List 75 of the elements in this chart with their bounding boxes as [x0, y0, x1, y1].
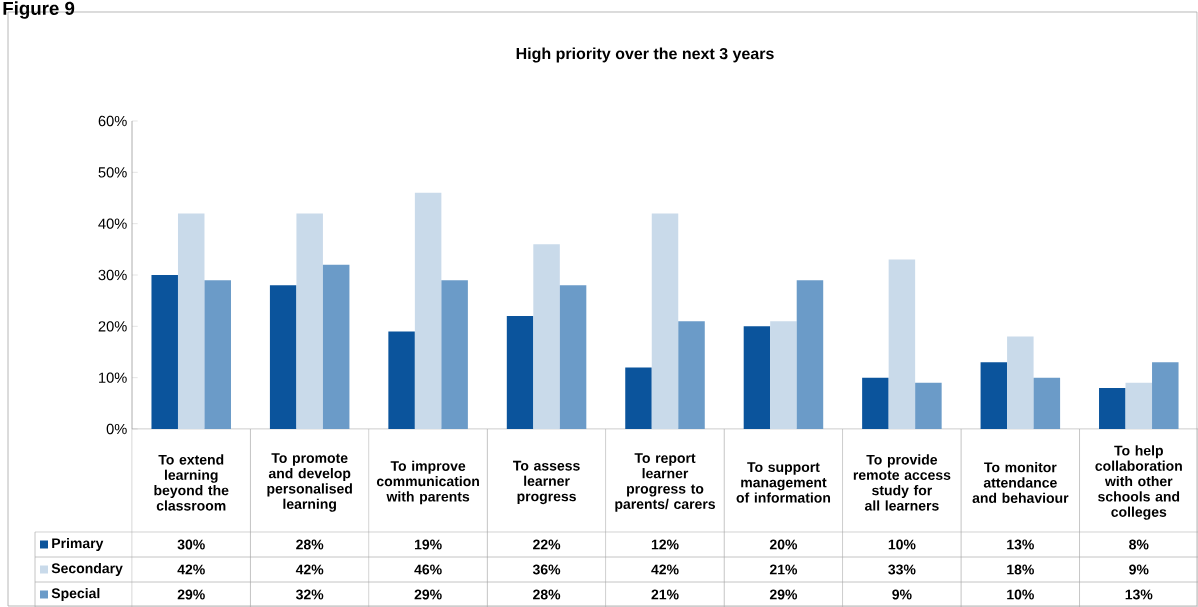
- y-tick-label: 40%: [98, 218, 127, 229]
- data-label: 33%: [888, 564, 916, 575]
- legend-label: Primary: [52, 537, 104, 552]
- bar: [177, 213, 205, 429]
- y-tick-label: 60%: [98, 115, 127, 127]
- bar: [743, 326, 771, 429]
- legend-label: Special: [51, 587, 100, 602]
- bar: [322, 264, 350, 429]
- data-label: 19%: [414, 539, 442, 550]
- x-tick-label: To report learner progress to parents/ carers: [615, 453, 716, 512]
- data-label: 29%: [769, 589, 798, 600]
- bar: [414, 192, 442, 429]
- x-tick-label: To assess learner progress: [513, 460, 580, 505]
- bar: [1007, 336, 1034, 429]
- data-label: 32%: [295, 589, 324, 600]
- x-tick-label: To provide remote access study for all learners: [853, 454, 951, 511]
- bar: [388, 331, 415, 429]
- data-label: 10%: [1007, 589, 1034, 600]
- y-tick-label: 50%: [98, 167, 127, 178]
- bar: [269, 285, 297, 429]
- bar: [204, 280, 231, 429]
- data-label: 10%: [888, 539, 916, 550]
- data-label: 13%: [1007, 539, 1034, 550]
- y-tick-label: 10%: [99, 372, 127, 383]
- data-label: 21%: [651, 589, 679, 600]
- data-label: 13%: [1125, 589, 1153, 600]
- data-label: 29%: [414, 589, 442, 600]
- caption: Figure 9: [3, 1, 75, 19]
- data-label: 30%: [177, 539, 205, 550]
- bar: [1099, 387, 1126, 429]
- x-tick-label: To promote and develop personalised learning: [267, 453, 352, 512]
- bar: [533, 244, 560, 429]
- bar: [651, 213, 679, 429]
- legend-label: Secondary: [51, 562, 123, 577]
- data-label: 46%: [414, 564, 442, 575]
- bar: [151, 275, 178, 429]
- data-label: 22%: [533, 539, 561, 550]
- data-label: 18%: [1007, 564, 1034, 575]
- bar: [678, 321, 705, 429]
- bar: [1125, 382, 1153, 429]
- bar: [888, 259, 916, 429]
- bar: [1152, 362, 1179, 429]
- data-label: 9%: [1129, 564, 1149, 575]
- y-tick-label: 0%: [106, 423, 127, 435]
- bar: [506, 316, 534, 429]
- bar: [915, 382, 942, 429]
- data-label: 21%: [769, 564, 798, 575]
- data-label: 42%: [177, 564, 205, 575]
- data-label: 20%: [769, 539, 798, 550]
- bar: [559, 285, 587, 429]
- data-label: 28%: [296, 539, 324, 550]
- data-label: 42%: [295, 564, 324, 575]
- data-label: 9%: [892, 589, 912, 600]
- bar: [770, 321, 797, 429]
- chart-title: High priority over the next 3 years: [516, 47, 774, 63]
- x-tick-label: To support management of information: [736, 462, 831, 503]
- bar: [980, 362, 1008, 429]
- data-label: 36%: [532, 564, 561, 575]
- data-label: 28%: [533, 589, 561, 600]
- bar: [1033, 377, 1061, 429]
- bar: [862, 377, 889, 429]
- x-tick-label: To help collaboration with other schools and colleges: [1095, 445, 1182, 520]
- bar: [625, 367, 652, 429]
- data-label: 42%: [651, 564, 679, 575]
- y-tick-label: 30%: [98, 269, 127, 281]
- x-tick-label: To extend learning beyond the classroom: [154, 454, 229, 511]
- bar: [796, 280, 824, 429]
- data-label: 8%: [1129, 539, 1149, 550]
- x-tick-label: To monitor attendance and behaviour: [972, 462, 1069, 503]
- y-tick-label: 20%: [98, 321, 127, 332]
- x-tick-label: To improve communication with parents: [376, 460, 479, 505]
- data-label: 12%: [651, 539, 679, 550]
- bar: [296, 213, 323, 429]
- bar: [441, 280, 468, 429]
- data-label: 29%: [177, 589, 205, 600]
